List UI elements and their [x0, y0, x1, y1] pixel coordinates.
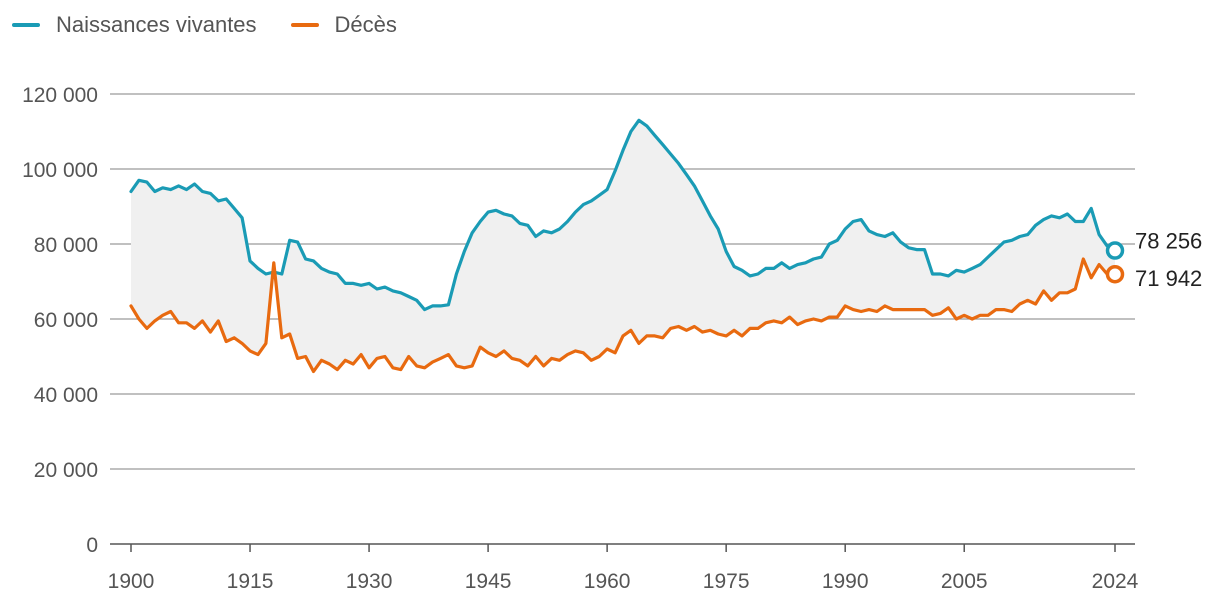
series-lines — [129, 118, 1117, 374]
end-marker-births — [1105, 241, 1125, 260]
series-line-births — [129, 118, 1117, 312]
legend-item-births: Naissances vivantes — [12, 12, 257, 38]
legend-label-births: Naissances vivantes — [56, 12, 257, 37]
y-tick-label: 80 000 — [34, 234, 98, 257]
y-tick-label: 60 000 — [34, 309, 98, 332]
x-tick-label: 2024 — [1092, 570, 1139, 593]
y-tick-label: 40 000 — [34, 384, 98, 407]
end-value-births: 78 256 — [1135, 229, 1202, 254]
x-tick-label: 1945 — [465, 570, 512, 593]
x-tick-label: 1975 — [703, 570, 750, 593]
x-tick-label: 1990 — [822, 570, 869, 593]
chart-legend: Naissances vivantes Décès — [12, 12, 397, 38]
y-tick-label: 120 000 — [22, 84, 98, 107]
legend-swatch-deaths — [290, 23, 319, 27]
legend-label-deaths: Décès — [334, 12, 397, 37]
x-tick-label: 1915 — [227, 570, 274, 593]
series-end-markers: 78 256 71 942 — [1105, 229, 1202, 291]
x-tick-label: 2005 — [941, 570, 988, 593]
end-value-deaths: 71 942 — [1135, 266, 1202, 291]
series-line-deaths — [129, 257, 1117, 374]
legend-swatch-births — [12, 23, 40, 27]
x-tick-label: 1900 — [108, 570, 155, 593]
shaded-gap-area — [131, 120, 1115, 372]
x-tick-label: 1930 — [346, 570, 393, 593]
y-tick-label: 20 000 — [34, 459, 98, 482]
y-tick-label: 0 — [86, 534, 98, 557]
x-axis: 1900 1915 1930 1945 1960 1975 1990 2005 2024 — [108, 544, 1139, 593]
y-tick-label: 100 000 — [22, 159, 98, 182]
y-axis-tick-labels: 0 20 000 40 000 60 000 80 000 100 000 120 000 — [22, 84, 98, 557]
legend-item-deaths: Décès — [290, 12, 397, 38]
x-tick-label: 1960 — [584, 570, 631, 593]
end-marker-deaths — [1105, 264, 1125, 284]
